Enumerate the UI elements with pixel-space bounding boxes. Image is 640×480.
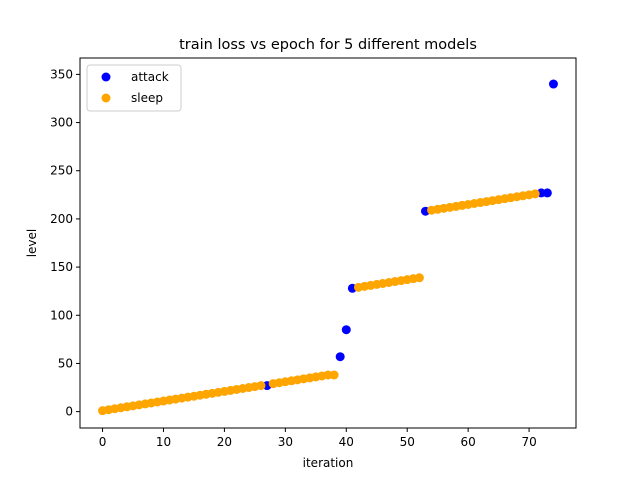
x-axis-label: iteration bbox=[303, 456, 354, 470]
sleep-point bbox=[530, 189, 540, 199]
x-tick-label: 70 bbox=[521, 435, 536, 449]
legend-marker-attack bbox=[101, 72, 111, 82]
attack-point bbox=[341, 325, 351, 335]
y-tick-label: 0 bbox=[65, 405, 73, 419]
sleep-point bbox=[256, 381, 266, 391]
x-tick-label: 30 bbox=[278, 435, 293, 449]
x-tick-label: 10 bbox=[156, 435, 171, 449]
sleep-point bbox=[414, 273, 424, 283]
axes-frame bbox=[79, 57, 577, 429]
legend-box bbox=[86, 64, 182, 112]
sleep-point bbox=[329, 370, 339, 380]
legend-marker-sleep bbox=[101, 93, 111, 103]
plot-area bbox=[98, 79, 558, 416]
legend-label-attack: attack bbox=[131, 70, 169, 84]
y-tick-label: 350 bbox=[50, 67, 73, 81]
y-tick-label: 300 bbox=[50, 116, 73, 130]
attack-point bbox=[542, 188, 552, 198]
y-tick-label: 50 bbox=[58, 356, 73, 370]
legend-label-sleep: sleep bbox=[131, 91, 163, 105]
y-tick-label: 150 bbox=[50, 260, 73, 274]
chart-title: train loss vs epoch for 5 different mode… bbox=[179, 37, 477, 53]
y-axis-label: level bbox=[25, 229, 39, 258]
x-tick-label: 60 bbox=[461, 435, 476, 449]
y-tick-label: 100 bbox=[50, 308, 73, 322]
x-tick-label: 40 bbox=[339, 435, 354, 449]
y-tick-label: 250 bbox=[50, 164, 73, 178]
legend: attack sleep bbox=[86, 64, 182, 112]
x-tick-label: 20 bbox=[217, 435, 232, 449]
x-tick-label: 50 bbox=[400, 435, 415, 449]
attack-point bbox=[335, 352, 345, 362]
y-tick-label: 200 bbox=[50, 212, 73, 226]
attack-point bbox=[548, 79, 558, 89]
x-tick-label: 0 bbox=[99, 435, 107, 449]
